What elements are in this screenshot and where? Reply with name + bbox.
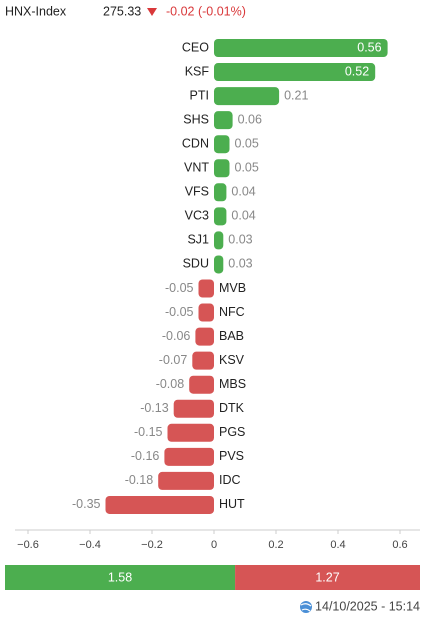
bar	[214, 39, 388, 57]
decline-label: 1.27	[315, 570, 339, 584]
value-label: -0.15	[134, 425, 163, 439]
value-label: 0.05	[235, 161, 259, 175]
category-label: MBS	[219, 377, 246, 391]
bar	[164, 447, 214, 466]
category-label: PGS	[219, 425, 245, 439]
category-label: SJ1	[187, 233, 209, 247]
x-tick-label: 0	[211, 539, 217, 551]
category-label: CEO	[182, 40, 209, 54]
category-label: KSF	[185, 64, 210, 78]
value-label: -0.35	[72, 497, 101, 511]
bar	[214, 207, 227, 226]
value-label: 0.03	[228, 257, 252, 271]
index-change: -0.02 (-0.01%)	[166, 4, 246, 18]
value-label: -0.06	[162, 329, 191, 343]
globe-icon	[300, 601, 312, 613]
value-label: 0.21	[284, 88, 308, 102]
bar	[198, 279, 214, 298]
value-label: 0.04	[231, 209, 255, 223]
category-label: IDC	[219, 473, 241, 487]
x-tick-label: −0.2	[141, 539, 163, 551]
advance-bar	[5, 565, 236, 590]
category-label: CDN	[182, 136, 209, 150]
value-label: 0.03	[228, 233, 252, 247]
down-arrow	[147, 8, 157, 16]
bar	[173, 399, 214, 418]
advance-label: 1.58	[108, 570, 132, 584]
value-label: -0.08	[156, 377, 185, 391]
index-value: 275.33	[103, 4, 141, 18]
bar	[214, 111, 233, 130]
value-label: -0.18	[125, 473, 154, 487]
value-label: 0.05	[235, 136, 259, 150]
bar	[189, 375, 214, 394]
bar	[214, 159, 230, 178]
bar	[167, 423, 214, 442]
category-label: HUT	[219, 497, 245, 511]
value-label: -0.13	[140, 401, 169, 415]
index-name: HNX-Index	[5, 4, 67, 18]
bar	[214, 255, 224, 274]
timestamp: 14/10/2025 - 15:14	[315, 599, 420, 613]
category-label: VNT	[184, 161, 209, 175]
bar	[214, 231, 224, 250]
decline-bar	[235, 565, 420, 590]
bar	[158, 471, 214, 490]
category-label: VFS	[185, 185, 209, 199]
x-tick-label: 0.6	[392, 539, 407, 551]
category-label: NFC	[219, 305, 245, 319]
category-label: PVS	[219, 449, 244, 463]
value-label: -0.16	[131, 449, 160, 463]
category-label: SDU	[183, 257, 209, 271]
category-label: BAB	[219, 329, 244, 343]
x-tick-label: −0.6	[17, 539, 39, 551]
x-tick-label: 0.2	[268, 539, 283, 551]
bar	[198, 303, 214, 322]
category-label: SHS	[183, 112, 209, 126]
bar	[195, 327, 214, 346]
x-tick-label: 0.4	[330, 539, 345, 551]
bar	[214, 63, 376, 82]
value-label: -0.07	[159, 353, 188, 367]
category-label: MVB	[219, 281, 246, 295]
category-label: PTI	[190, 88, 209, 102]
value-label: 0.06	[238, 112, 262, 126]
category-label: KSV	[219, 353, 245, 367]
value-label: -0.05	[165, 305, 194, 319]
bar	[105, 495, 214, 514]
bar	[214, 87, 280, 106]
category-label: VC3	[185, 209, 209, 223]
bar	[214, 183, 227, 202]
bar	[192, 351, 214, 370]
value-label: 0.04	[231, 185, 255, 199]
value-label: 0.56	[357, 40, 381, 54]
category-label: DTK	[219, 401, 245, 415]
value-label: 0.52	[345, 64, 369, 78]
globe-icon-detail	[300, 603, 312, 612]
x-tick-label: −0.4	[79, 539, 101, 551]
bar	[214, 135, 230, 154]
value-label: -0.05	[165, 281, 194, 295]
